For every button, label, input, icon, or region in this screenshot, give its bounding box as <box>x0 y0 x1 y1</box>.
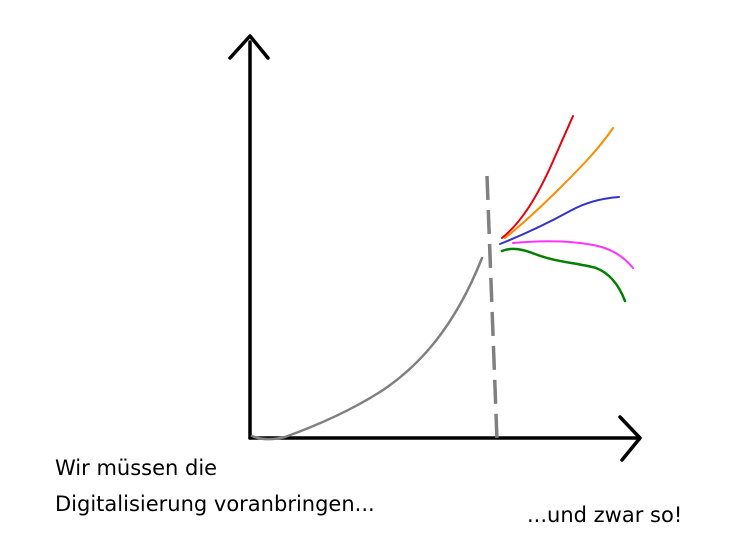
x-axis-arrowhead <box>618 415 642 462</box>
y-axis <box>228 34 270 440</box>
x-axis <box>248 415 642 462</box>
scenario-curve-green <box>500 247 627 303</box>
scenario-curve-blue <box>499 196 620 245</box>
scenario-curve-magenta <box>512 240 634 269</box>
caption-right: ...und zwar so! <box>527 503 683 527</box>
scenario-curve-red <box>501 115 574 239</box>
caption-left-line-2: Digitalisierung voranbringen... <box>55 492 375 516</box>
caption-left-line-1: Wir müssen die <box>55 456 218 480</box>
scenario-curve-orange <box>504 127 614 239</box>
y-axis-arrowhead <box>228 34 270 60</box>
present-divider-dashed <box>485 175 499 441</box>
history-curve <box>250 256 484 441</box>
scenario-fan <box>499 115 634 303</box>
